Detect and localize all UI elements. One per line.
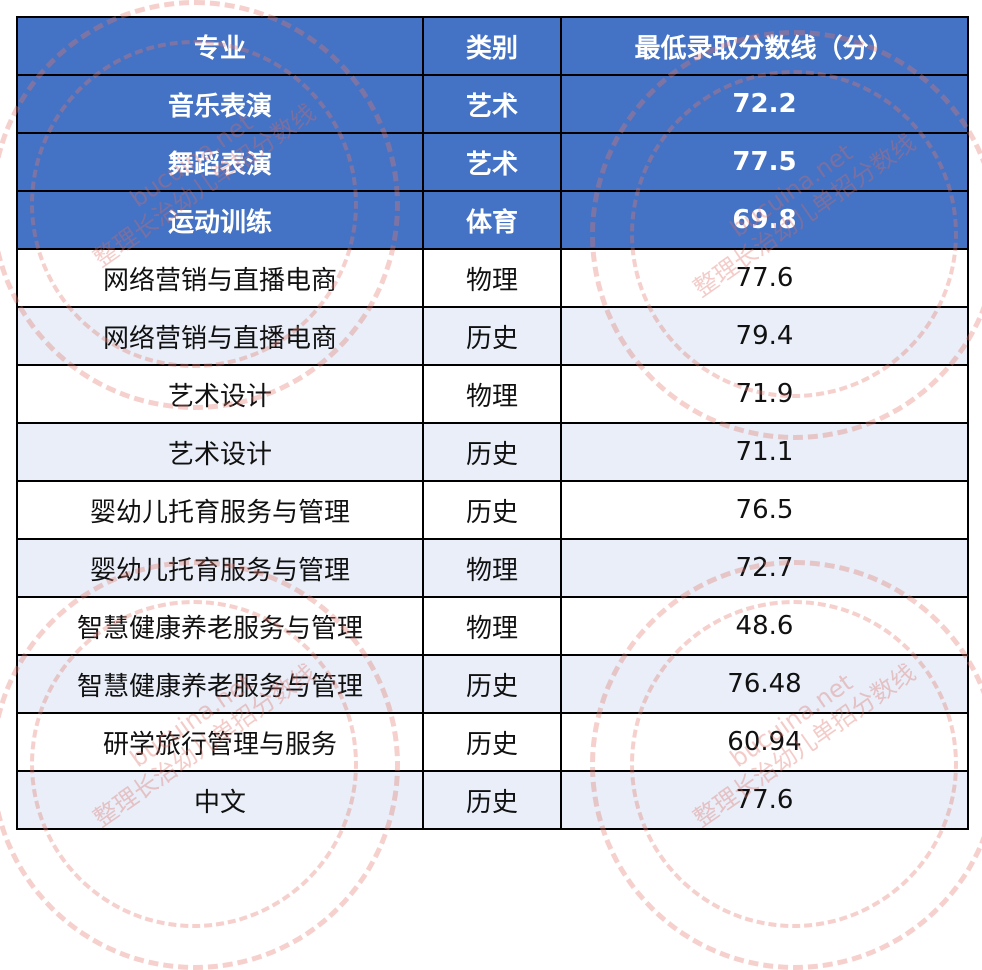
table-row: 中文 历史 77.6 [16, 770, 969, 830]
cell-score: 77.5 [560, 132, 969, 192]
cell-major: 艺术设计 [16, 422, 424, 482]
cell-category: 历史 [422, 712, 562, 772]
cell-category: 历史 [422, 480, 562, 540]
header-category: 类别 [422, 16, 562, 76]
cell-major: 中文 [16, 770, 424, 830]
cell-category: 物理 [422, 596, 562, 656]
table-header-row: 专业 类别 最低录取分数线（分） [16, 16, 969, 76]
cell-score: 79.4 [560, 306, 969, 366]
cell-category: 物理 [422, 364, 562, 424]
cell-score: 72.7 [560, 538, 969, 598]
cell-category: 历史 [422, 422, 562, 482]
cell-score: 69.8 [560, 190, 969, 250]
table-row: 婴幼儿托育服务与管理 历史 76.5 [16, 480, 969, 540]
cell-category: 艺术 [422, 74, 562, 134]
cell-category: 物理 [422, 248, 562, 308]
header-min-score: 最低录取分数线（分） [560, 16, 969, 76]
cell-score: 77.6 [560, 770, 969, 830]
header-major: 专业 [16, 16, 424, 76]
cell-major: 研学旅行管理与服务 [16, 712, 424, 772]
cell-category: 历史 [422, 654, 562, 714]
cell-category: 历史 [422, 770, 562, 830]
table-row: 研学旅行管理与服务 历史 60.94 [16, 712, 969, 772]
table-row: 智慧健康养老服务与管理 物理 48.6 [16, 596, 969, 656]
table-row: 网络营销与直播电商 物理 77.6 [16, 248, 969, 308]
cell-major: 舞蹈表演 [16, 132, 424, 192]
cell-major: 智慧健康养老服务与管理 [16, 596, 424, 656]
table-row: 网络营销与直播电商 历史 79.4 [16, 306, 969, 366]
admission-score-table: 专业 类别 最低录取分数线（分） 音乐表演 艺术 72.2 舞蹈表演 艺术 77.5 运动训… [16, 16, 969, 830]
cell-score: 76.5 [560, 480, 969, 540]
cell-major: 网络营销与直播电商 [16, 306, 424, 366]
table-row: 运动训练 体育 69.8 [16, 190, 969, 250]
cell-category: 艺术 [422, 132, 562, 192]
cell-score: 76.48 [560, 654, 969, 714]
cell-major: 艺术设计 [16, 364, 424, 424]
cell-major: 网络营销与直播电商 [16, 248, 424, 308]
table-row: 艺术设计 物理 71.9 [16, 364, 969, 424]
cell-major: 婴幼儿托育服务与管理 [16, 480, 424, 540]
cell-score: 72.2 [560, 74, 969, 134]
table-row: 艺术设计 历史 71.1 [16, 422, 969, 482]
cell-score: 60.94 [560, 712, 969, 772]
cell-score: 71.9 [560, 364, 969, 424]
table-row: 音乐表演 艺术 72.2 [16, 74, 969, 134]
cell-score: 77.6 [560, 248, 969, 308]
table-row: 智慧健康养老服务与管理 历史 76.48 [16, 654, 969, 714]
cell-major: 婴幼儿托育服务与管理 [16, 538, 424, 598]
cell-score: 71.1 [560, 422, 969, 482]
cell-major: 音乐表演 [16, 74, 424, 134]
table-row: 婴幼儿托育服务与管理 物理 72.7 [16, 538, 969, 598]
cell-major: 运动训练 [16, 190, 424, 250]
table-row: 舞蹈表演 艺术 77.5 [16, 132, 969, 192]
cell-major: 智慧健康养老服务与管理 [16, 654, 424, 714]
cell-score: 48.6 [560, 596, 969, 656]
cell-category: 物理 [422, 538, 562, 598]
cell-category: 历史 [422, 306, 562, 366]
cell-category: 体育 [422, 190, 562, 250]
